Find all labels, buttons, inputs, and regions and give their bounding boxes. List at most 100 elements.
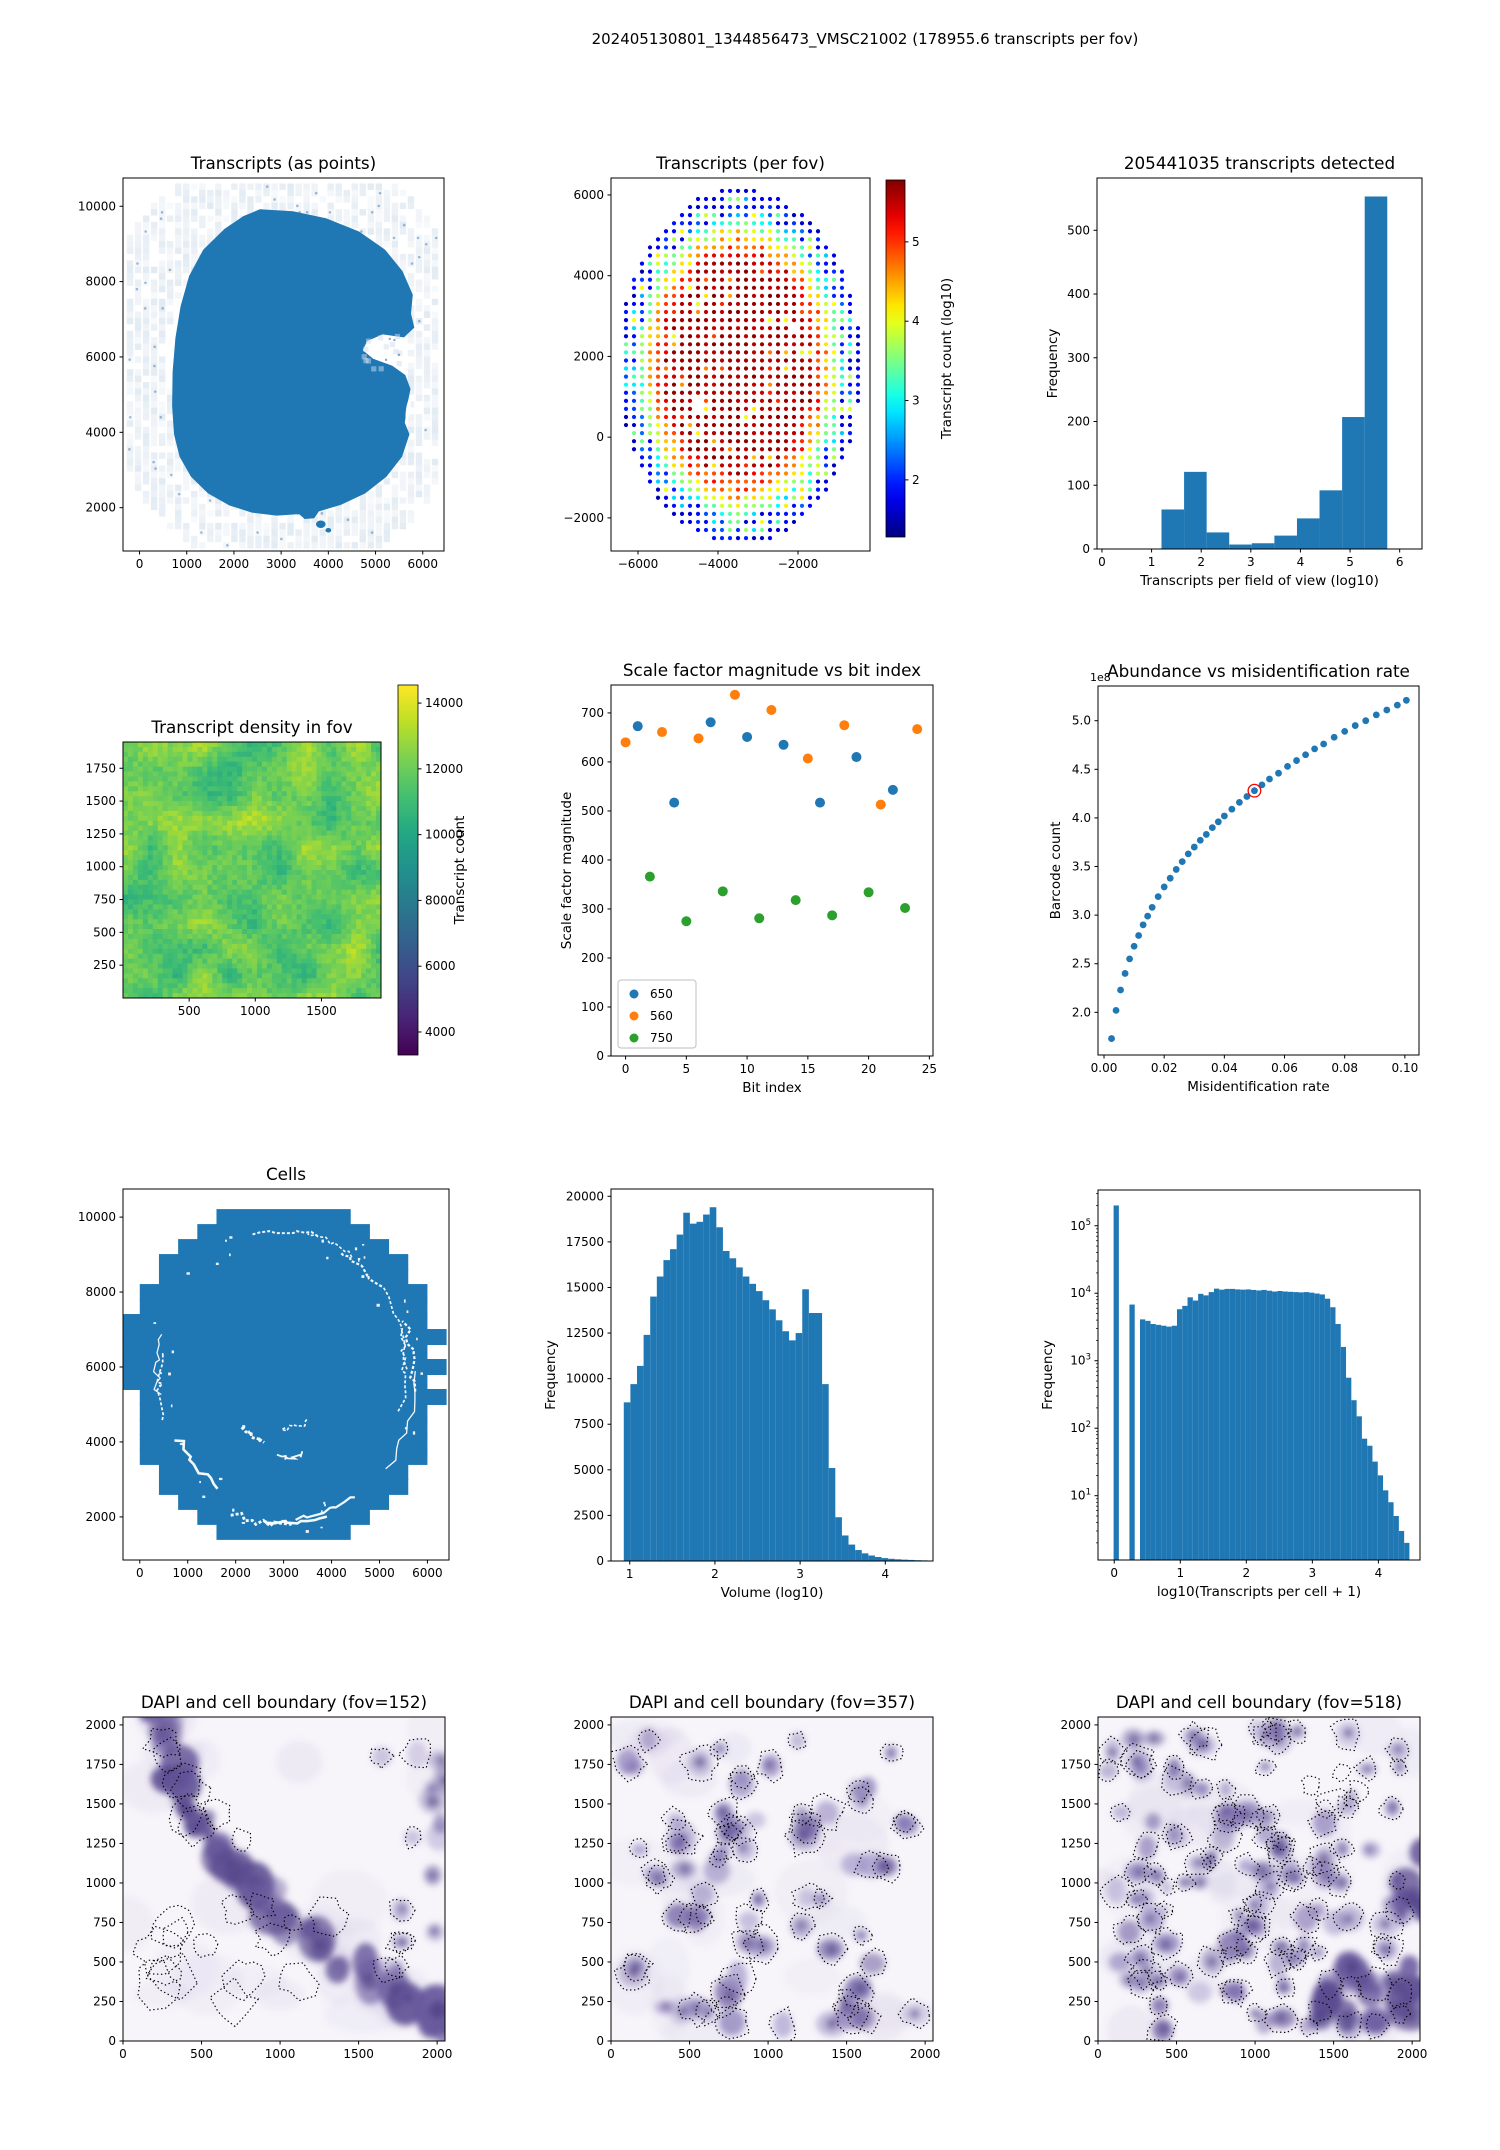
dapi-152-dapi-blobs xyxy=(139,1717,445,2041)
dapi-357-title: DAPI and cell boundary (fov=357) xyxy=(629,1692,915,1712)
svg-text:6000: 6000 xyxy=(425,959,456,973)
dapi-152-axes: 0 500 1000 1500 2000025050075010001250150017… xyxy=(85,1692,452,2061)
dapi-357-cell-boundaries xyxy=(611,1729,930,2041)
cells-content xyxy=(123,1209,447,1540)
svg-text:Bit index: Bit index xyxy=(742,1080,802,1096)
svg-text:650: 650 xyxy=(650,987,673,1001)
svg-text:8000: 8000 xyxy=(425,893,456,907)
svg-text:6000: 6000 xyxy=(407,557,438,571)
transcripts-per-cell-hist-content xyxy=(1113,1205,1410,1560)
svg-text:10000: 10000 xyxy=(78,199,116,213)
dapi-518-title: DAPI and cell boundary (fov=518) xyxy=(1116,1692,1402,1712)
svg-text:600: 600 xyxy=(581,755,604,769)
svg-text:400: 400 xyxy=(1067,287,1090,301)
svg-text:20: 20 xyxy=(861,1062,876,1076)
panel-transcripts-per-fov: 2 3 4 5 Transcript count (log10) −6000 −4000 −2… xyxy=(563,153,955,571)
panel-dapi-fov-152: 0 500 1000 1500 2000025050075010001250150017… xyxy=(85,1692,452,2061)
svg-text:5: 5 xyxy=(683,1062,691,1076)
panel-transcript-density-heatmap: 4000 6000 8000 10000 12000 14000 Transcript co… xyxy=(85,684,468,1056)
svg-text:3: 3 xyxy=(1247,555,1255,569)
scale-factors-axes: 0 5 10 15 20 25 0 100 200 300 400 500 600 700 Scale fa… xyxy=(559,660,937,1096)
panel-cells: 0 1000 2000 3000 4000 5000 6000200040006000800… xyxy=(78,1164,450,1580)
transcripts-points-content xyxy=(126,183,439,549)
svg-text:5: 5 xyxy=(1346,555,1354,569)
transcripts-points-title: Transcripts (as points) xyxy=(190,153,376,173)
panel-abundance-scatter: 0.00 0.02 0.04 0.06 0.08 0.102.02.53.03.54.04… xyxy=(1048,661,1420,1095)
svg-text:2000: 2000 xyxy=(219,557,250,571)
svg-text:1250: 1250 xyxy=(85,827,116,841)
svg-text:200: 200 xyxy=(1067,415,1090,429)
dapi-357-axes: 0 500 1000 1500 2000025050075010001250150017… xyxy=(573,1692,940,2061)
transcripts-per-fov-content xyxy=(623,188,861,541)
dapi-357-dapi-blobs xyxy=(616,1728,931,2038)
svg-text:500: 500 xyxy=(93,925,116,939)
svg-text:Frequency: Frequency xyxy=(1045,329,1061,399)
svg-text:0: 0 xyxy=(1098,555,1106,569)
dapi-152-title: DAPI and cell boundary (fov=152) xyxy=(141,1692,427,1712)
svg-text:1000: 1000 xyxy=(240,1004,271,1018)
svg-text:2000: 2000 xyxy=(85,501,116,515)
svg-text:0: 0 xyxy=(136,557,144,571)
svg-text:0: 0 xyxy=(1082,542,1090,556)
svg-text:0: 0 xyxy=(622,1062,630,1076)
svg-text:4000: 4000 xyxy=(425,1025,456,1039)
transcripts-hist-content xyxy=(1161,196,1388,549)
panel-dapi-fov-357: 0 500 1000 1500 2000025050075010001250150017… xyxy=(573,1692,940,2061)
svg-text:6000: 6000 xyxy=(85,350,116,364)
dapi-518-axes: 0 500 1000 1500 2000025050075010001250150017… xyxy=(1060,1692,1427,2061)
svg-text:Transcript count: Transcript count xyxy=(452,816,468,926)
svg-text:200: 200 xyxy=(581,951,604,965)
svg-text:0: 0 xyxy=(596,430,604,444)
svg-text:15: 15 xyxy=(800,1062,815,1076)
transcripts-per-fov-colorbar xyxy=(886,180,905,537)
volume-hist-axes: 1 2 3 4025005000750010000125001500017500200… xyxy=(543,1188,934,1601)
svg-text:100: 100 xyxy=(1067,478,1090,492)
svg-text:300: 300 xyxy=(1067,351,1090,365)
svg-text:Transcript count (log10): Transcript count (log10) xyxy=(939,278,955,440)
abundance-title: Abundance vs misidentification rate xyxy=(1107,661,1410,681)
svg-text:Transcripts per field of view: Transcripts per field of view (log10) xyxy=(1139,573,1379,589)
svg-text:2000: 2000 xyxy=(573,349,604,363)
svg-text:4000: 4000 xyxy=(573,269,604,283)
panel-transcripts-points: 0 1000 2000 3000 4000 5000 6000 2000 4000 6000 800… xyxy=(78,153,445,571)
svg-text:14000: 14000 xyxy=(425,696,463,710)
dapi-518-dapi-blobs xyxy=(1099,1717,1420,2041)
abundance-axes: 0.00 0.02 0.04 0.06 0.08 0.102.02.53.03.54.04… xyxy=(1048,661,1420,1095)
svg-text:400: 400 xyxy=(581,853,604,867)
svg-text:500: 500 xyxy=(178,1004,201,1018)
svg-text:1750: 1750 xyxy=(85,761,116,775)
dapi-152-cell-boundaries xyxy=(132,1727,431,2028)
svg-text:4000: 4000 xyxy=(85,425,116,439)
svg-text:100: 100 xyxy=(581,1000,604,1014)
svg-text:1: 1 xyxy=(1148,555,1156,569)
transcripts-per-fov-axes: −6000 −4000 −2000 −2000 0 2000 4000 6000 Transcr… xyxy=(563,153,871,571)
scale-factors-title: Scale factor magnitude vs bit index xyxy=(623,660,921,680)
transcripts-hist-title: 205441035 transcripts detected xyxy=(1124,153,1395,173)
scale-factors-content xyxy=(620,689,923,927)
svg-text:25: 25 xyxy=(922,1062,937,1076)
svg-text:500: 500 xyxy=(581,804,604,818)
svg-text:5: 5 xyxy=(912,235,920,249)
svg-text:3000: 3000 xyxy=(266,557,297,571)
density-heatmap-axes: 500 1000 1500 250 500 750 1000 1250 1500 1750 Tran… xyxy=(85,717,382,1018)
svg-text:3: 3 xyxy=(912,394,920,408)
dapi-152-content xyxy=(123,1717,445,2041)
panel-dapi-fov-518: 0 500 1000 1500 2000025050075010001250150017… xyxy=(1060,1692,1427,2061)
svg-text:1500: 1500 xyxy=(306,1004,337,1018)
svg-text:750: 750 xyxy=(93,893,116,907)
cells-axes: 0 1000 2000 3000 4000 5000 6000200040006000800… xyxy=(78,1164,450,1580)
svg-text:700: 700 xyxy=(581,706,604,720)
svg-text:2: 2 xyxy=(912,473,920,487)
dapi-357-content xyxy=(611,1717,933,2041)
abundance-content xyxy=(1108,696,1410,1042)
svg-text:10000: 10000 xyxy=(425,828,463,842)
svg-text:6: 6 xyxy=(1396,555,1404,569)
scale-factors-legend: 650 560 750 xyxy=(617,979,697,1049)
selected-threshold-marker xyxy=(1247,783,1262,798)
svg-text:4000: 4000 xyxy=(313,557,344,571)
svg-text:300: 300 xyxy=(581,902,604,916)
svg-text:1000: 1000 xyxy=(85,860,116,874)
